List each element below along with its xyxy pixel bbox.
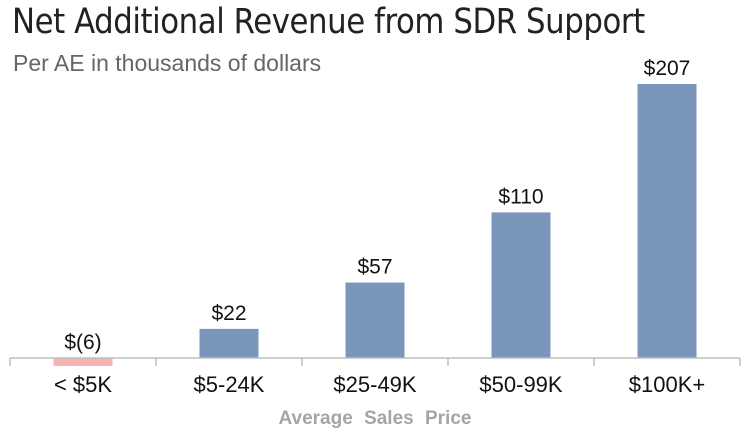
x-tick-label: $25-49K [333, 372, 417, 397]
bar-3 [491, 212, 551, 358]
bar-1 [199, 328, 259, 358]
chart-subtitle: Per AE in thousands of dollars [13, 50, 322, 76]
data-label: $(6) [64, 331, 101, 354]
bar-0 [53, 358, 113, 366]
data-label: $110 [498, 185, 543, 208]
bar-4 [637, 84, 697, 358]
chart-title: Net Additional Revenue from SDR Support [12, 2, 645, 42]
x-tick-label: < $5K [54, 372, 112, 397]
x-axis-label: Average Sales Price [278, 408, 472, 429]
x-tick-label: $5-24K [194, 372, 265, 397]
x-tick-label: $50-99K [479, 372, 563, 397]
data-label: $22 [211, 302, 246, 325]
data-label: $57 [357, 256, 392, 279]
x-tick-label: $100K+ [629, 372, 705, 397]
data-label: $207 [644, 57, 691, 80]
bar-2 [345, 282, 405, 358]
